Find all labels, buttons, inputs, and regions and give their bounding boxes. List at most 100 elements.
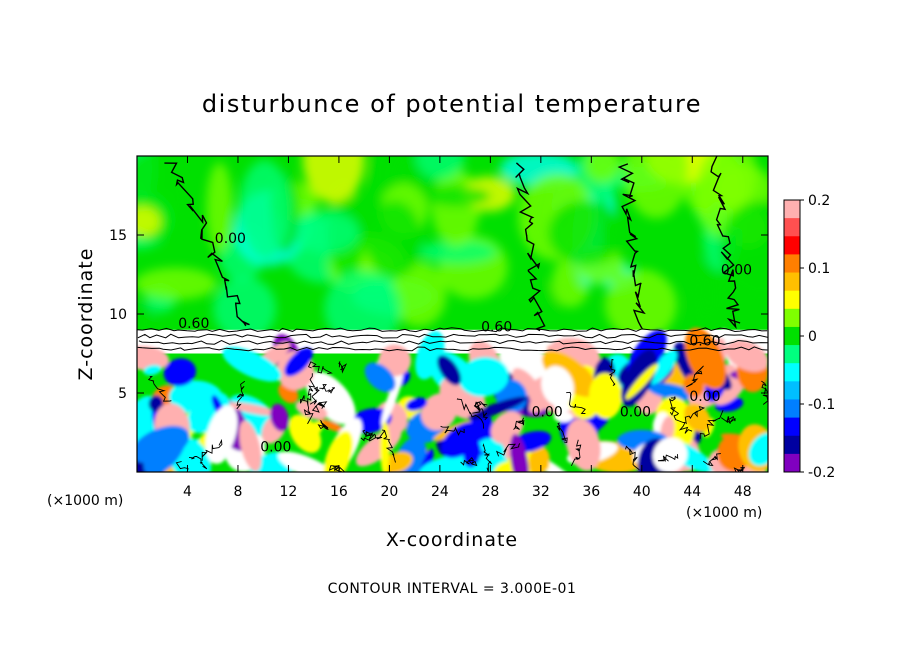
contour-line-lower (657, 454, 679, 463)
contour-labels: 0.00 0.00 0.60 0.60 0.60 0.00 0.00 0.00 0.00 (178, 231, 752, 456)
upper-blob (422, 185, 492, 208)
contour-label: 0.00 (721, 263, 752, 279)
y-axis-ticks: 5 10 15 (109, 228, 768, 402)
lower-eddy (239, 420, 262, 472)
contour-line-transition (137, 346, 768, 352)
lower-eddy (137, 345, 169, 371)
contour-line-lower (570, 439, 582, 467)
lower-eddy (355, 427, 402, 467)
upper-blob (584, 156, 621, 183)
lower-eddy (625, 364, 658, 400)
contour-line-lower (702, 453, 721, 467)
contour-line-upper (515, 162, 546, 332)
upper-blob (324, 270, 402, 348)
lower-eddy (284, 347, 313, 377)
contour-line-transition (137, 333, 768, 339)
y-axis-label: Z-coordinate (75, 248, 97, 381)
x-tick-label: 36 (582, 484, 600, 500)
colorbar-segment (784, 290, 800, 310)
contour-line-lower (456, 398, 485, 429)
contour-line-lower (699, 410, 724, 439)
colorbar-segment (784, 236, 800, 255)
contour-line-lower (311, 401, 328, 413)
lower-eddy (205, 405, 238, 462)
lower-eddy (541, 365, 574, 407)
colorbar-segment (784, 345, 800, 364)
lower-eddy (222, 346, 282, 382)
colorbar-segment (784, 218, 800, 237)
lower-eddy (137, 425, 190, 464)
y-unit-label: (×1000 m) (47, 493, 123, 509)
upper-blob (206, 162, 233, 254)
contour-line-lower (236, 380, 246, 410)
contour-line-lower (460, 456, 478, 467)
contour-line-lower (175, 461, 189, 472)
contour-line-lower (309, 386, 320, 405)
colorbar-segment (784, 435, 800, 455)
y-tick-label: 15 (109, 228, 127, 244)
contour-interval-note: CONTOUR INTERVAL = 3.000E-01 (328, 581, 577, 597)
lower-eddy (137, 400, 151, 422)
lower-eddy (270, 403, 289, 432)
x-tick-label: 28 (481, 484, 499, 500)
contour-line-lower (474, 401, 489, 421)
lower-eddy (565, 418, 601, 471)
contour-line-lower (300, 395, 314, 425)
contour-line-lower (307, 361, 333, 375)
lower-eddy (323, 430, 353, 472)
contour-line-lower (188, 455, 208, 470)
x-tick-label: 16 (330, 484, 348, 500)
contour-label: 0.00 (620, 405, 651, 421)
contour-line-transition (138, 339, 768, 345)
upper-blob (547, 200, 625, 266)
contour-line-lower (761, 380, 768, 405)
lower-eddy (467, 396, 527, 420)
lower-eddy (458, 357, 509, 397)
contour-lines (137, 156, 768, 472)
contour-line-lower (472, 401, 488, 414)
colorbar-tick-label: 0 (808, 329, 817, 345)
heatmap-field (137, 156, 768, 472)
lower-eddy (364, 362, 396, 393)
contour-label: 0.60 (481, 319, 512, 335)
contour-label: 0.00 (689, 389, 720, 405)
lower-eddy (712, 375, 746, 405)
contour-label: 0.00 (532, 405, 563, 421)
x-tick-label: 8 (233, 484, 242, 500)
lower-eddy (306, 371, 356, 425)
upper-blob (213, 276, 277, 342)
lower-eddy (553, 411, 573, 423)
x-tick-label: 40 (633, 484, 651, 500)
contour-line-lower (670, 407, 693, 434)
x-tick-label: 44 (683, 484, 701, 500)
colorbar-tick-label: 0.1 (808, 261, 830, 277)
lower-eddy (381, 369, 404, 426)
lower-eddy (415, 331, 445, 380)
lower-layer-eddies (137, 327, 768, 472)
colorbar-segment (784, 200, 800, 219)
x-tick-label: 48 (734, 484, 752, 500)
upper-blob (137, 267, 217, 300)
chart-title: disturbunce of potential temperature (202, 90, 702, 118)
lower-eddy (318, 419, 345, 433)
lower-eddy (652, 437, 688, 472)
contour-line-lower (482, 443, 492, 472)
contour-line-lower (513, 417, 525, 430)
colorbar-segment (784, 417, 800, 437)
contour-line-lower (684, 405, 706, 425)
upper-blob (700, 258, 733, 319)
contour-line-upper (617, 163, 646, 329)
contour-line-lower (668, 396, 677, 416)
x-tick-label: 20 (380, 484, 398, 500)
contour-label: 0.60 (178, 316, 209, 332)
colorbar-segment (784, 272, 800, 292)
x-tick-label: 12 (280, 484, 298, 500)
x-tick-label: 32 (532, 484, 550, 500)
upper-blob (391, 261, 447, 327)
contour-line-lower (338, 361, 348, 374)
colorbar-segment (784, 308, 800, 328)
contour-line-lower (147, 375, 172, 402)
y-tick-label: 5 (118, 386, 127, 402)
lower-eddy (148, 395, 164, 412)
contour-label: 0.00 (215, 231, 246, 247)
